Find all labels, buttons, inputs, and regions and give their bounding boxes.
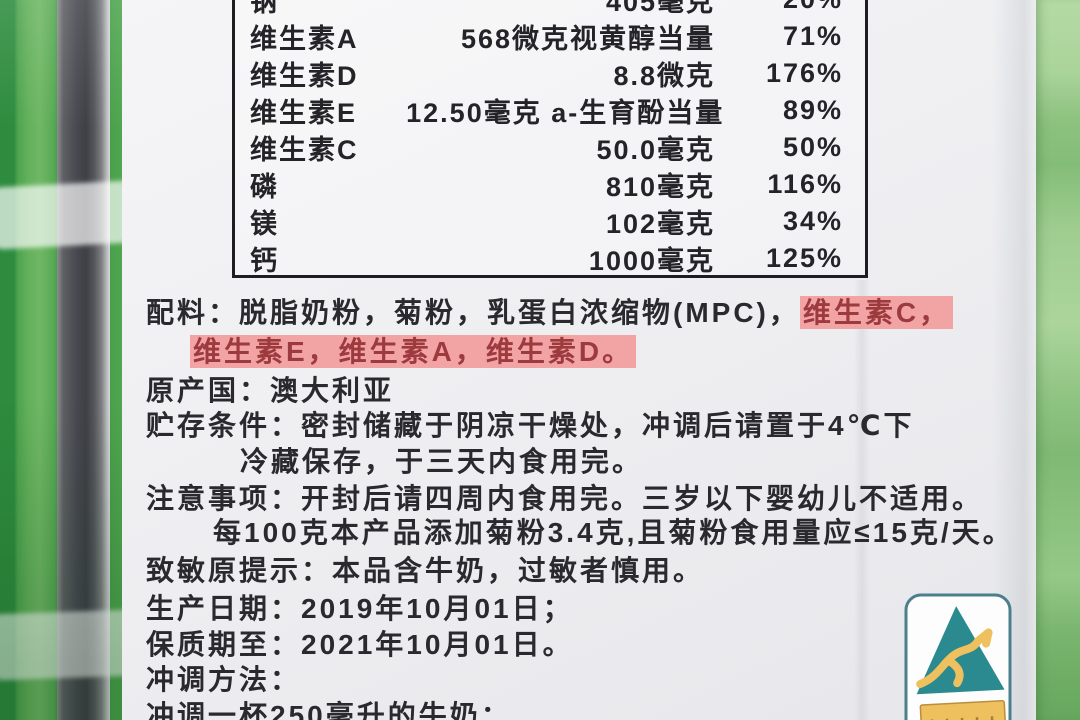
allergen-label: 致敏原提示：: [146, 555, 333, 586]
table-row: 钙 1000毫克 125%: [235, 240, 865, 277]
production-date-line: 生产日期：2019年10月01日；: [146, 587, 574, 624]
nutrient-nrv-percent: 34%: [782, 206, 843, 236]
table-row: 磷 810毫克 116%: [235, 166, 865, 203]
production-date-value: 2019年10月01日；: [301, 593, 574, 624]
package-seam-strip: [57, 0, 110, 720]
nutrient-name: 维生素D: [250, 61, 359, 91]
table-row: 维生素A 568微克视黄醇当量 71%: [235, 18, 865, 55]
storage-label: 贮存条件：: [146, 410, 302, 441]
nutrient-name: 磷: [250, 172, 279, 202]
nutrient-nrv-percent: 125%: [765, 243, 843, 273]
nutrient-name: 钙: [250, 246, 279, 276]
nutrient-amount: 102毫克: [605, 209, 715, 239]
storage-text: 密封储藏于阴凉干燥处，冲调后请置于4℃下: [301, 410, 915, 441]
notice-label: 注意事项：: [146, 483, 302, 514]
preparation-method-line: 冲调方法：: [146, 658, 301, 695]
table-row: 镁 102毫克 34%: [235, 203, 865, 240]
origin-line: 原产国：澳大利亚: [146, 369, 394, 406]
expiry-date-value: 2021年10月01日。: [301, 629, 574, 660]
nutrient-amount: 8.8微克: [613, 61, 715, 91]
allergen-line: 致敏原提示：本品含牛奶，过敏者慎用。: [146, 549, 704, 586]
nutrient-amount: 12.50毫克 a-生育酚当量: [406, 98, 725, 128]
package-left-edge: [0, 0, 136, 720]
expiry-date-line: 保质期至：2021年10月01日。: [146, 623, 574, 660]
nutrient-amount: 1000毫克: [588, 246, 715, 276]
nutrient-name: 镁: [250, 209, 279, 239]
nutrient-amount: 405毫克: [605, 0, 715, 17]
ingredients-line-1: 配料：脱脂奶粉，菊粉，乳蛋白浓缩物(MPC)， 维生素C，: [146, 291, 954, 329]
ingredients-label: 配料：: [146, 297, 240, 328]
notice-line-2: 每100克本产品添加菊粉3.4克,且菊粉食用量应≤15克/天。: [213, 511, 1014, 548]
nutrient-name: 维生素C: [250, 135, 359, 165]
table-row: 维生素C 50.0毫克 50%: [235, 129, 865, 166]
notice-text: 开封后请四周内食用完。三岁以下婴幼儿不适用。: [301, 483, 984, 514]
package-right-edge: [1036, 0, 1080, 720]
nutrient-name: 维生素A: [250, 24, 359, 54]
nutrient-nrv-percent: 176%: [765, 58, 843, 88]
notice-line-1: 注意事项：开封后请四周内食用完。三岁以下婴幼儿不适用。: [146, 477, 983, 514]
ingredients-line-2: 维生素E，维生素A，维生素D。: [190, 330, 637, 368]
notice-text: 每100克本产品添加菊粉3.4克,且菊粉食用量应≤15克/天。: [213, 517, 1014, 548]
nutrient-name: 维生素E: [250, 98, 358, 128]
preparation-step-line: 冲调一杯250毫升的牛奶：: [146, 694, 512, 720]
ingredients-highlight: 维生素E，维生素A，维生素D。: [190, 335, 637, 368]
preparation-text: 冲调一杯250毫升的牛奶：: [146, 700, 512, 720]
nutrient-amount: 568微克视黄醇当量: [460, 24, 715, 54]
label-fold-shadow: [854, 280, 870, 720]
nutrient-nrv-percent: 89%: [782, 95, 843, 125]
storage-line-2: 冷藏保存，于三天内食用完。: [240, 440, 643, 477]
table-row: 维生素E 12.50毫克 a-生育酚当量 89%: [235, 92, 865, 129]
allergen-value: 本品含牛奶，过敏者慎用。: [332, 555, 705, 586]
nutrient-nrv-percent: 116%: [767, 169, 843, 199]
storage-line-1: 贮存条件：密封储藏于阴凉干燥处，冲调后请置于4℃下: [146, 404, 915, 441]
ingredients-text: 脱脂奶粉，菊粉，乳蛋白浓缩物(MPC)，: [239, 297, 800, 328]
australian-made-kangaroo-logo-icon: [902, 591, 1016, 720]
nutrient-nrv-percent: 20%: [737, 0, 865, 15]
nutrient-nrv-percent: 50%: [782, 132, 843, 162]
edge-shading: [0, 0, 128, 720]
nutrient-amount: 50.0毫克: [596, 135, 715, 165]
expiry-date-label: 保质期至：: [146, 629, 302, 660]
origin-value: 澳大利亚: [270, 375, 395, 406]
table-row: 钠 405毫克 20%: [235, 0, 865, 18]
ingredients-highlight: 维生素C，: [799, 296, 954, 329]
preparation-label: 冲调方法：: [146, 664, 302, 695]
origin-label: 原产国：: [146, 375, 271, 406]
table-row: 维生素D 8.8微克 176%: [235, 55, 865, 92]
storage-text: 冷藏保存，于三天内食用完。: [240, 446, 644, 477]
production-date-label: 生产日期：: [146, 593, 302, 624]
nutrient-name: 钠: [250, 0, 279, 17]
nutrition-table: 钠 405毫克 20% 维生素A 568微克视黄醇当量 71% 维生素D 8.8…: [232, 0, 868, 278]
nutrient-nrv-percent: 71%: [782, 21, 843, 51]
nutrient-amount: 810毫克: [605, 172, 715, 202]
